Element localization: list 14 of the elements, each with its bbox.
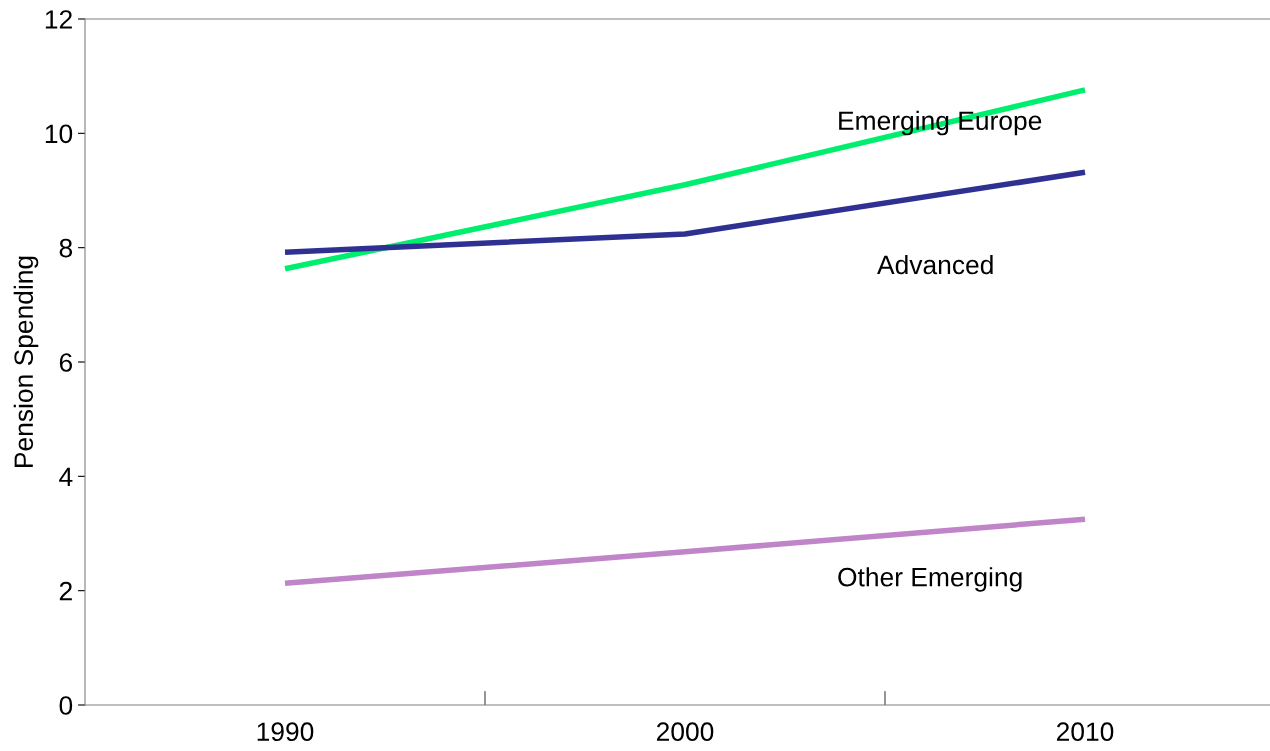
x-tick-label: 1990 [257,722,314,742]
y-tick-label: 0 [59,696,73,715]
series-label: Advanced [877,254,993,275]
y-tick-label: 2 [59,581,72,601]
y-tick-label: 12 [45,10,72,29]
series-label: Other Emerging [838,567,1022,592]
x-tick-label: 2010 [1056,722,1114,742]
y-tick-label: 4 [59,467,73,486]
y-axis-title: Pension Spending [13,256,39,467]
y-tick-label: 10 [45,124,73,144]
y-tick-label: 6 [59,353,73,372]
series-label: Emerging Europe [839,110,1042,136]
y-tick-label: 8 [59,238,73,258]
x-tick-label: 2000 [656,722,714,742]
